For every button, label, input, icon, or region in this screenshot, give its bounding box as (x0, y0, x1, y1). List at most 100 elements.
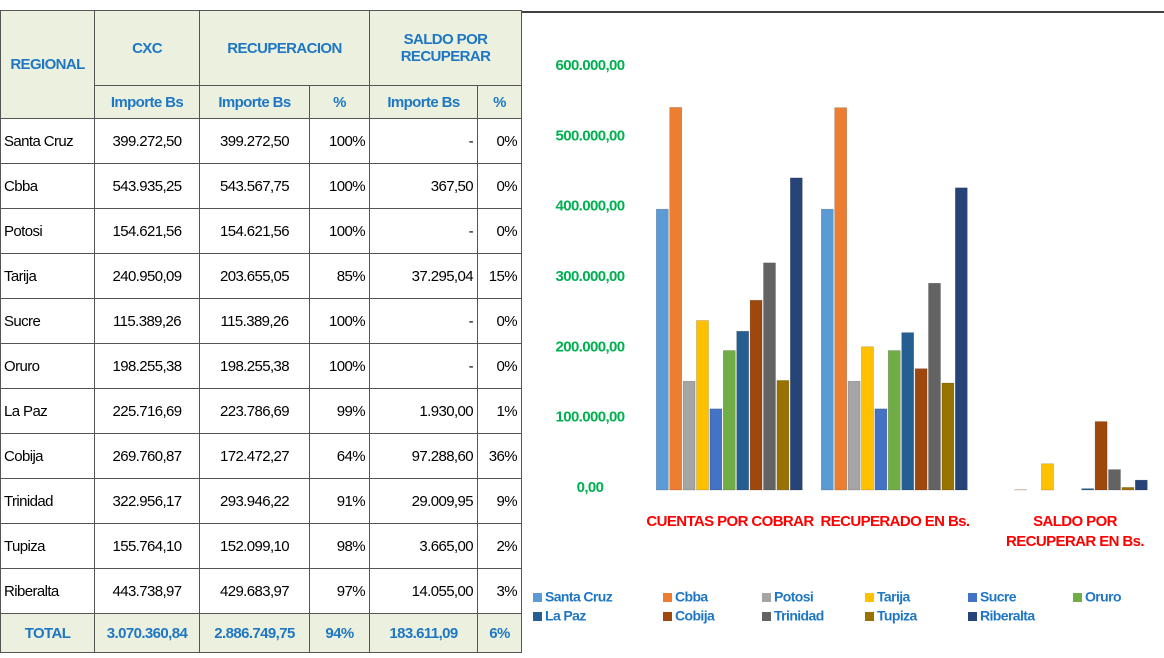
cell: 15% (477, 253, 522, 299)
cell: 37.295,04 (369, 253, 478, 299)
bar (1081, 488, 1095, 491)
header-cell: RECUPERACION (199, 10, 370, 86)
cell: 97.288,60 (369, 433, 478, 479)
bar (901, 332, 915, 491)
bar (682, 380, 696, 491)
cell: 367,50 (369, 163, 478, 209)
header-cell: Importe Bs (94, 85, 200, 119)
header-cell: SALDO POR RECUPERAR (369, 10, 522, 86)
legend-swatch (968, 593, 977, 602)
cell: Oruro (0, 343, 95, 389)
y-tick-label: 500.000,00 (555, 127, 624, 144)
bar (834, 107, 848, 491)
cell: 0% (477, 298, 522, 344)
bar (914, 368, 928, 491)
bar (941, 382, 955, 491)
legend-label: Sucre (980, 589, 1017, 605)
header-cell: REGIONAL (0, 10, 95, 119)
bar (1041, 463, 1054, 491)
total-cell: 3.070.360,84 (94, 613, 200, 653)
cell: 154.621,56 (94, 208, 200, 254)
y-tick-label: 0,00 (577, 479, 604, 496)
cell: 269.760,87 (94, 433, 200, 479)
cell: 172.472,27 (199, 433, 310, 479)
legend-label: La Paz (545, 608, 586, 624)
table-row: Tarija 240.950,09 203.655,05 85% 37.295,04 15… (0, 253, 522, 299)
bar (749, 299, 763, 491)
legend-label: Tarija (877, 589, 911, 605)
total-row: TOTAL 3.070.360,84 2.886.749,75 94% 183.611,… (0, 613, 522, 653)
table-row: Cbba 543.935,25 543.567,75 100% 367,50 0% (0, 163, 522, 209)
bar (789, 177, 803, 491)
cell: 240.950,09 (94, 253, 200, 299)
cell: 198.255,38 (199, 343, 310, 389)
legend-label: Riberalta (980, 608, 1035, 624)
cell: 399.272,50 (94, 118, 200, 164)
table-body: Santa Cruz 399.272,50 399.272,50 100% -0% Cbb… (0, 118, 522, 653)
legend-swatch (663, 612, 672, 621)
cell: La Paz (0, 388, 95, 434)
table-row: Tupiza 155.764,10 152.099,10 98% 3.665,00 2% (0, 523, 522, 569)
bar (656, 208, 669, 491)
cell: 2% (477, 523, 522, 569)
cell: Cobija (0, 433, 95, 479)
cell: 443.738,97 (94, 568, 200, 614)
total-cell: TOTAL (0, 613, 95, 653)
data-table: REGIONAL CXC RECUPERACION SALDO POR RECU… (0, 10, 522, 653)
cell: 0% (477, 118, 522, 164)
cell: 1.930,00 (369, 388, 478, 434)
legend-swatch (762, 612, 771, 621)
cell: 203.655,05 (199, 253, 310, 299)
legend-swatch (1073, 593, 1082, 602)
bar (669, 107, 682, 491)
cell: Cbba (0, 163, 95, 209)
cell: 154.621,56 (199, 208, 310, 254)
cell: Sucre (0, 298, 95, 344)
cell: Tarija (0, 253, 95, 299)
cell: Tupiza (0, 523, 95, 569)
cell: 543.935,25 (94, 163, 200, 209)
table-row: Trinidad 322.956,17 293.946,22 91% 29.009,95… (0, 478, 522, 524)
cell: 3.665,00 (369, 523, 478, 569)
cell: 225.716,69 (94, 388, 200, 434)
bar (847, 380, 861, 491)
bar (1108, 469, 1121, 491)
bar (1094, 421, 1108, 491)
cell: 399.272,50 (199, 118, 310, 164)
cell: 100% (309, 208, 370, 254)
legend-label: Santa Cruz (545, 589, 613, 605)
legend-label: Trinidad (774, 608, 824, 624)
total-cell: 2.886.749,75 (199, 613, 310, 653)
header-cell: Importe Bs (199, 85, 310, 119)
cell: 91% (309, 478, 370, 524)
cell: Riberalta (0, 568, 95, 614)
cell: 3% (477, 568, 522, 614)
cell: 429.683,97 (199, 568, 310, 614)
bar (1134, 479, 1148, 491)
cell: 223.786,69 (199, 388, 310, 434)
bar (723, 350, 736, 491)
bar (874, 408, 888, 491)
cell: 152.099,10 (199, 523, 310, 569)
table-row: Riberalta 443.738,97 429.683,97 97% 14.055,0… (0, 568, 522, 614)
legend-label: Tupiza (877, 608, 918, 624)
cell: 0% (477, 208, 522, 254)
legend-swatch (533, 593, 542, 602)
cell: 29.009,95 (369, 478, 478, 524)
legend-label: Potosi (774, 589, 813, 605)
bar (820, 208, 834, 491)
cell: - (369, 118, 478, 164)
bar (763, 262, 776, 491)
bar (954, 187, 968, 491)
legend-swatch (968, 612, 977, 621)
cell: 115.389,26 (199, 298, 310, 344)
total-cell: 6% (477, 613, 522, 653)
cell: - (369, 208, 478, 254)
header-cell: Importe Bs (369, 85, 478, 119)
x-tick-label: CUENTAS POR COBRAR (646, 513, 814, 530)
cell: 0% (477, 163, 522, 209)
cell: 100% (309, 343, 370, 389)
header-cell: CXC (94, 10, 200, 86)
bar (709, 408, 723, 491)
